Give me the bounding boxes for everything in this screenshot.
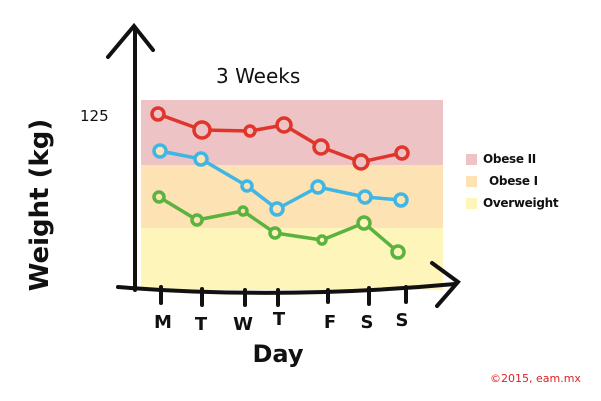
x-tick-thu: T	[273, 309, 286, 330]
x-tick-sun: S	[396, 310, 409, 331]
legend-label: Overweight	[483, 196, 559, 210]
copyright-credit: ©2015, eam.mx	[490, 372, 581, 385]
x-tick-tue: T	[195, 314, 208, 335]
x-axis-label: Day	[252, 340, 303, 368]
x-tick-sat: S	[361, 312, 374, 333]
y-tick-label: 125	[80, 107, 109, 125]
legend: Obese II Obese I Overweight	[466, 148, 559, 214]
y-axis	[106, 22, 155, 292]
legend-item-obese-ii: Obese II	[466, 148, 558, 170]
series-green	[152, 190, 406, 260]
series-red	[150, 106, 410, 171]
legend-label: Obese I	[489, 174, 538, 188]
chart-title: 3 Weeks	[216, 64, 300, 88]
band-overweight	[141, 228, 443, 290]
legend-swatch-obese-ii	[466, 153, 477, 165]
x-tick-fri: F	[324, 312, 336, 333]
legend-item-obese-i: Obese I	[466, 170, 558, 192]
legend-item-overweight: Overweight	[466, 192, 559, 214]
x-tick-mon: M	[154, 312, 172, 333]
legend-label: Obese II	[483, 152, 536, 166]
x-axis	[116, 261, 461, 308]
legend-swatch-obese-i	[466, 175, 477, 187]
x-tick-wed: W	[233, 314, 253, 335]
y-axis-label: Weight (kg)	[25, 119, 55, 292]
series-blue	[152, 143, 409, 217]
legend-swatch-overweight	[466, 197, 477, 209]
x-tick-labels: M T W T F S S	[154, 309, 408, 335]
